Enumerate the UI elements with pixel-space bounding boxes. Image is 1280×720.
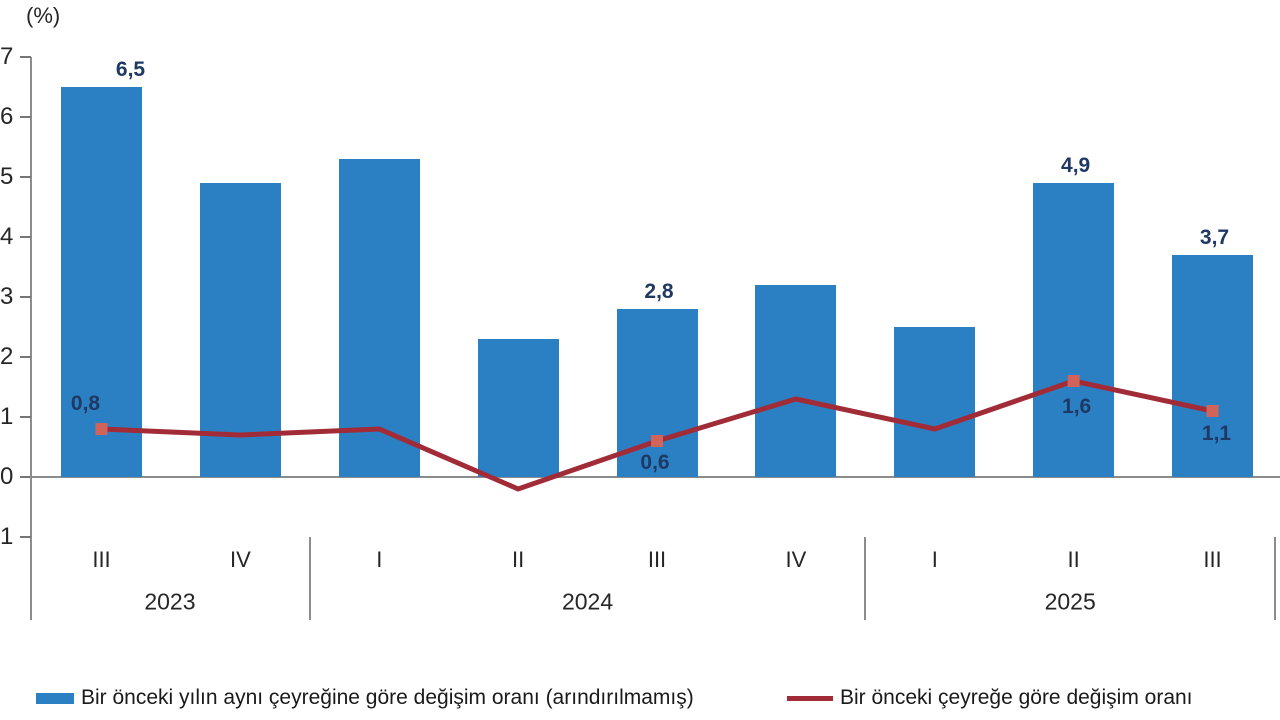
bar-data-label: 4,9 <box>1061 154 1091 177</box>
bar-2024-II <box>477 339 559 477</box>
y-axis-tick-mark <box>20 356 31 358</box>
quarter-tick-label: I <box>931 547 938 572</box>
line-data-label: 1,1 <box>1201 422 1232 445</box>
y-axis-tick-mark <box>20 176 31 178</box>
y-axis-tick-label: 7 <box>0 43 14 70</box>
legend-line-swatch-icon <box>787 695 833 701</box>
y-axis-tick-label: 2 <box>0 343 14 370</box>
year-label: 2025 <box>1044 588 1096 615</box>
bar-2025-II <box>1033 183 1115 477</box>
line-data-label: 0,6 <box>640 451 670 474</box>
legend-item-line-series: Bir önceki çeyreğe göre değişim oranı <box>787 686 1193 710</box>
legend-bar-swatch-icon <box>36 692 74 704</box>
y-axis-unit-label: (%) <box>26 3 61 28</box>
year-label: 2023 <box>144 588 196 615</box>
y-axis-tick-mark <box>20 296 31 298</box>
quarter-tick-label: I <box>376 547 383 572</box>
quarter-tick-label: III <box>1203 547 1222 572</box>
bar-data-label: 6,5 <box>115 58 146 81</box>
y-axis-tick-label: 4 <box>0 223 14 250</box>
year-separator-line <box>308 537 311 620</box>
bar-data-label: 2,8 <box>644 280 674 303</box>
bar-2025-I <box>894 327 976 477</box>
y-axis-tick-label: 3 <box>0 283 14 310</box>
bar-2023-III <box>61 87 142 477</box>
line-data-label: 1,6 <box>1062 395 1092 418</box>
quarter-tick-label: IV <box>785 547 807 572</box>
y-axis-tick-label: 1 <box>0 403 14 430</box>
y-axis-tick-label: 5 <box>0 163 14 190</box>
quarter-tick-label: III <box>647 547 667 572</box>
y-axis-tick-mark <box>20 476 31 478</box>
legend-item-bar-series: Bir önceki yılın aynı çeyreğine göre değ… <box>36 686 694 710</box>
y-axis-tick-label: 6 <box>0 103 14 130</box>
year-label: 2024 <box>561 588 614 615</box>
quarter-tick-label: II <box>1067 547 1080 572</box>
bar-data-label: 3,7 <box>1199 226 1230 249</box>
line-data-label: 0,8 <box>70 392 101 415</box>
legend-line-series-label: Bir önceki çeyreğe göre değişim oranı <box>840 686 1193 709</box>
y-axis-line <box>30 57 32 620</box>
y-axis-tick-mark <box>20 536 31 538</box>
bar-2024-IV <box>755 285 837 477</box>
y-axis-tick-mark <box>20 236 31 238</box>
bar-2023-IV <box>199 183 281 477</box>
bar-2024-I <box>338 159 420 477</box>
y-axis-tick-label: 0 <box>0 463 14 490</box>
y-axis-tick-mark <box>20 416 31 418</box>
legend-bar-series-label: Bir önceki yılın aynı çeyreğine göre değ… <box>81 686 694 709</box>
quarter-tick-label: II <box>512 547 525 572</box>
y-axis-tick-mark <box>20 116 31 118</box>
quarter-tick-label: III <box>92 547 111 572</box>
y-axis-tick-mark <box>20 56 31 58</box>
year-separator-line <box>864 537 867 620</box>
year-separator-line <box>1274 537 1276 620</box>
y-axis-tick-label: 1 <box>0 523 14 550</box>
quarter-tick-label: IV <box>229 547 251 572</box>
